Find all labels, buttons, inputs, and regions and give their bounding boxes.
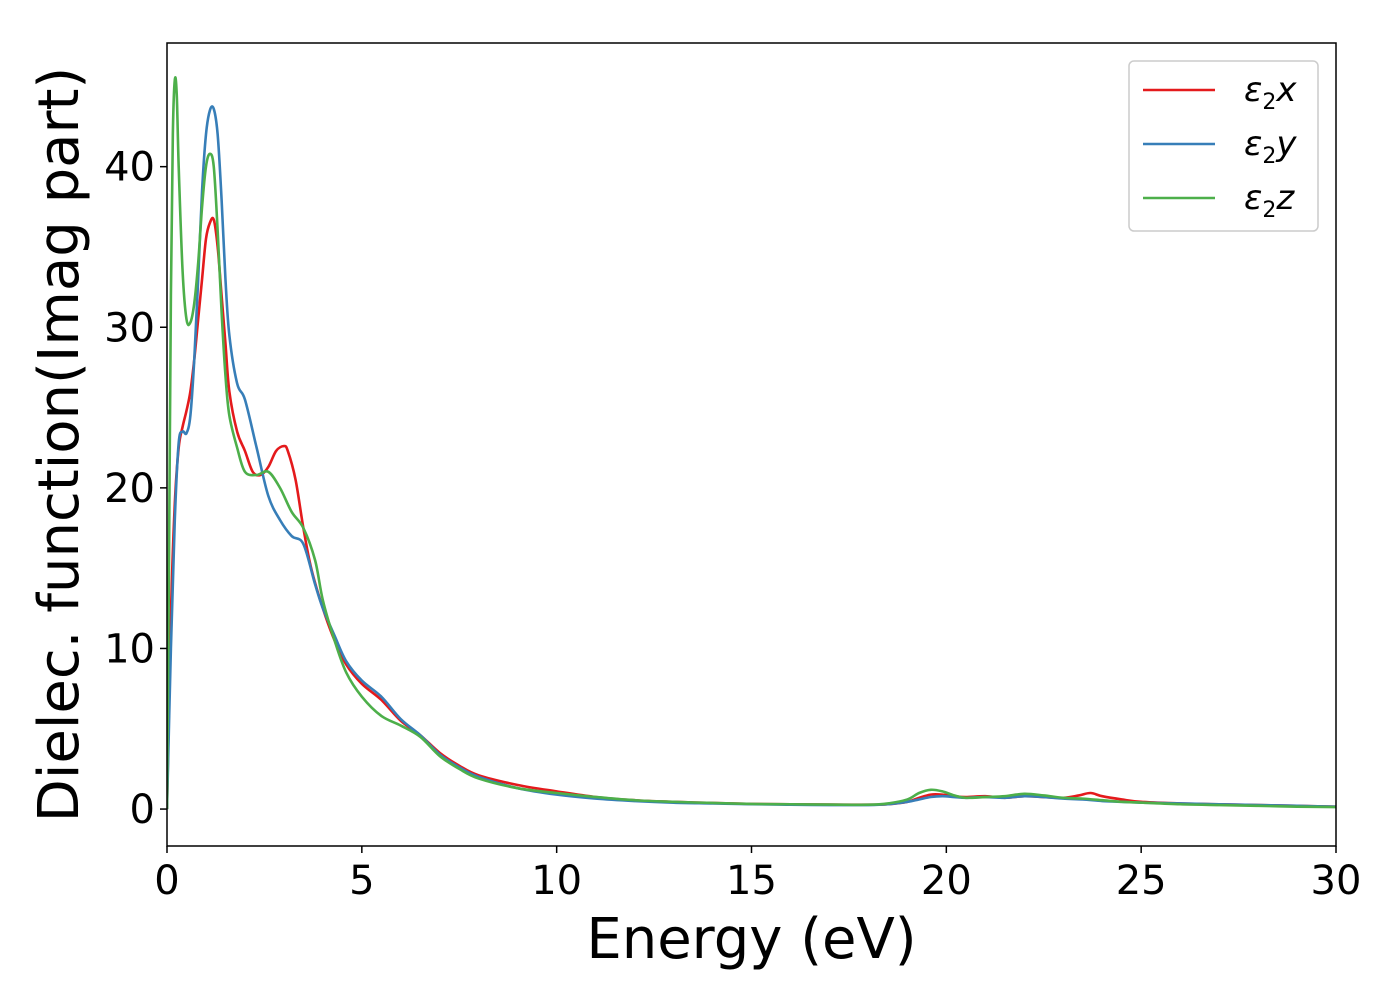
legend-box bbox=[1128, 60, 1319, 232]
x-tick-label: 20 bbox=[921, 858, 972, 904]
y-axis-label: Dielec. function(Imag part) bbox=[27, 67, 92, 823]
legend-label-2: ε2z bbox=[1244, 178, 1295, 223]
plot-area bbox=[167, 76, 1336, 810]
legend-label-1: ε2y bbox=[1244, 124, 1297, 169]
x-axis: 0 5 10 15 20 25 30 bbox=[154, 846, 1361, 904]
x-tick-label: 15 bbox=[726, 858, 777, 904]
y-tick-label: 0 bbox=[130, 787, 155, 833]
legend-label-0: ε2x bbox=[1244, 70, 1297, 115]
y-tick-label: 40 bbox=[104, 145, 155, 191]
x-tick-label: 10 bbox=[531, 858, 582, 904]
x-tick-label: 0 bbox=[154, 858, 179, 904]
y-tick-label: 10 bbox=[104, 626, 155, 672]
x-tick-label: 5 bbox=[349, 858, 374, 904]
x-tick-label: 30 bbox=[1311, 858, 1362, 904]
x-axis-label: Energy (eV) bbox=[586, 907, 916, 972]
y-tick-label: 20 bbox=[104, 466, 155, 512]
y-tick-label: 30 bbox=[104, 305, 155, 351]
series-line-2 bbox=[167, 76, 1336, 810]
x-tick-label: 25 bbox=[1116, 858, 1167, 904]
y-axis: 0 10 20 30 40 bbox=[104, 145, 167, 833]
legend: ε2x ε2y ε2z bbox=[1128, 60, 1319, 232]
